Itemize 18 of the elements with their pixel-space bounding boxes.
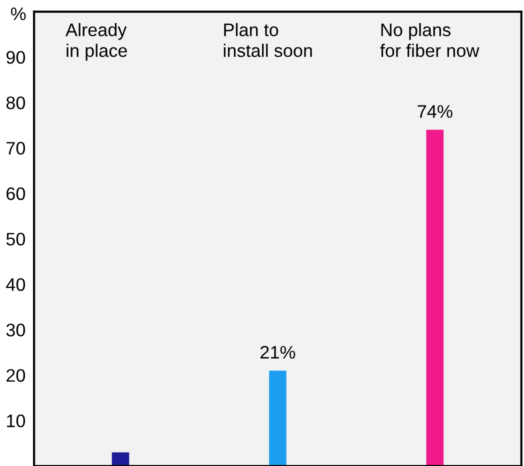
bar xyxy=(426,130,444,466)
y-axis-title: % xyxy=(10,8,26,20)
y-tick-label: 90 xyxy=(6,51,26,64)
y-tick-label: 60 xyxy=(6,187,26,200)
y-tick-label: 50 xyxy=(6,232,26,246)
y-tick-label: 70 xyxy=(6,142,26,155)
bar xyxy=(269,370,286,466)
x-tick-label: No plans for fiber now xyxy=(380,23,480,58)
bar xyxy=(112,452,130,466)
y-tick-label: 30 xyxy=(6,324,26,336)
x-tick-label: Already in place xyxy=(66,23,127,61)
y-tick-label: 20 xyxy=(6,369,26,382)
data-label: 74% xyxy=(418,105,452,118)
x-tick-label: Plan to install soon xyxy=(224,23,312,58)
y-tick-label: 40 xyxy=(6,278,26,291)
y-tick-label: 80 xyxy=(6,96,26,110)
data-label: 21% xyxy=(260,346,296,359)
y-tick-label: 10 xyxy=(7,414,26,428)
